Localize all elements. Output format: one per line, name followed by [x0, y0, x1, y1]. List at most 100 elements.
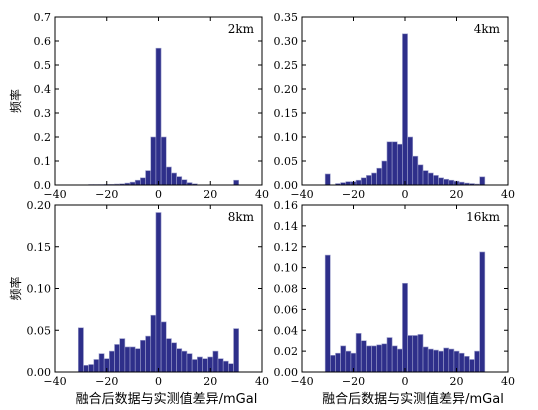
y-tick-label: 0.3 [34, 107, 52, 120]
y-tick-label: 0.20 [274, 83, 299, 96]
y-tick-label: 0.4 [34, 83, 52, 96]
histogram-bar [109, 350, 115, 373]
x-tick-label: 20 [203, 375, 217, 388]
y-tick-label: 0.00 [27, 366, 52, 379]
histogram-bar [202, 358, 208, 373]
y-tick-label: 0.2 [34, 131, 52, 144]
histogram-bar [433, 175, 439, 186]
histogram-bar [345, 350, 352, 373]
y-tick-label: 0.10 [27, 283, 52, 296]
histogram-bar [134, 179, 141, 186]
panel-top-right: −40 −20 0 20 40 0.00 0.05 0.10 0.15 0.20 0.25 0.30 0… [274, 11, 516, 201]
histogram-bar [88, 364, 95, 373]
y-tick-label: 0.12 [274, 241, 299, 254]
y-tick-label: 0.20 [27, 199, 52, 212]
panel-bottom-left: −40 −20 0 20 40 0.00 0.05 0.10 0.15 0.20 8km 频率融合后数… [8, 199, 269, 407]
y-tick-label: 0.06 [274, 303, 299, 316]
histogram-bar [479, 176, 486, 186]
histogram-bar [114, 344, 120, 373]
histogram-bar [469, 359, 475, 373]
histogram-bar [324, 173, 331, 186]
x-tick-label: 40 [255, 375, 269, 388]
x-tick-label: 40 [501, 188, 515, 201]
y-tick-label: 0.00 [274, 366, 299, 379]
histogram-bar [228, 363, 234, 373]
histogram-bar [366, 175, 372, 186]
histogram-bar [181, 179, 188, 186]
histogram-bar [412, 155, 419, 186]
histogram-bar [212, 350, 219, 373]
histogram-bar [376, 344, 383, 373]
y-tick-label: 0.05 [274, 155, 299, 168]
histogram-bar [191, 359, 198, 373]
histogram-bar [119, 338, 126, 373]
histogram-bar [93, 359, 100, 373]
y-tick-label: 0.08 [274, 283, 299, 296]
y-tick-label: 0.0 [34, 179, 52, 192]
histogram-bar [381, 160, 388, 186]
histogram-bar [155, 47, 162, 186]
x-tick-label: 40 [501, 375, 515, 388]
y-tick-label: 0.14 [274, 220, 299, 233]
histogram-bar [155, 212, 162, 373]
panel-title: 4km [474, 22, 501, 36]
histogram-bar [134, 348, 141, 373]
panel-title: 2km [228, 22, 255, 36]
histogram-bar [186, 353, 193, 373]
histogram-bar [160, 136, 167, 186]
x-tick-label: 0 [155, 375, 162, 388]
y-axis-label: 频率 [8, 276, 23, 300]
histogram-bar [427, 348, 434, 373]
histogram-bar [412, 335, 419, 373]
histogram-bar [145, 335, 152, 373]
y-tick-label: 0.15 [27, 241, 52, 254]
histogram-bar [233, 179, 240, 186]
histogram-bar [376, 167, 383, 186]
histogram-bar [391, 141, 398, 186]
histogram-bar [340, 345, 347, 373]
y-tick-label: 0.04 [274, 324, 299, 337]
x-axis-label: 融合后数据与实测值差异/mGal [76, 391, 258, 407]
y-tick-label: 0.30 [274, 35, 299, 48]
panel-bottom-right: −40 −20 0 20 40 0.00 0.02 0.04 0.06 0.08 0.10 0.12 0… [274, 199, 516, 407]
y-tick-label: 0.05 [27, 324, 52, 337]
histogram-bar [98, 353, 105, 373]
histogram-bar [360, 340, 367, 373]
histogram-bar [129, 346, 136, 373]
y-tick-label: 0.6 [34, 35, 52, 48]
histogram-bar [448, 348, 455, 373]
x-tick-label: −20 [342, 188, 365, 201]
histogram-bar [443, 347, 450, 373]
histogram-bar [335, 352, 341, 373]
histogram-bar [417, 334, 424, 373]
histogram-bar [391, 345, 398, 373]
panel-top-left: −40 −20 0 20 40 0.0 0.1 0.2 0.3 0.4 0.5 0.6 0.7 2km 频率 [8, 11, 269, 201]
histogram-bar [150, 136, 157, 186]
histogram-bar [396, 143, 403, 186]
histogram-bar [150, 314, 157, 373]
histogram-bar [83, 365, 89, 373]
x-tick-label: 40 [255, 188, 269, 201]
x-tick-label: −40 [43, 188, 66, 201]
histogram-bar [233, 328, 240, 373]
histogram-bar [330, 354, 336, 373]
histogram-bar [386, 141, 393, 186]
histogram-bar [176, 176, 183, 186]
histogram-bar [171, 172, 177, 186]
x-tick-label: 20 [450, 375, 464, 388]
y-tick-label: 0.7 [34, 11, 52, 24]
histogram-bar [360, 177, 367, 186]
histogram-bar [433, 349, 439, 373]
y-tick-label: 0.1 [34, 155, 52, 168]
histogram-bar [396, 348, 403, 373]
histogram-bar [407, 136, 414, 186]
y-tick-label: 0.15 [274, 107, 299, 120]
histogram-bar [381, 343, 388, 373]
histogram-bar [458, 352, 465, 373]
histogram-bar [371, 345, 377, 373]
histogram-bar [355, 333, 362, 373]
histogram-bar [124, 346, 131, 373]
histogram-bar [140, 339, 146, 373]
y-tick-label: 0.02 [274, 345, 299, 358]
